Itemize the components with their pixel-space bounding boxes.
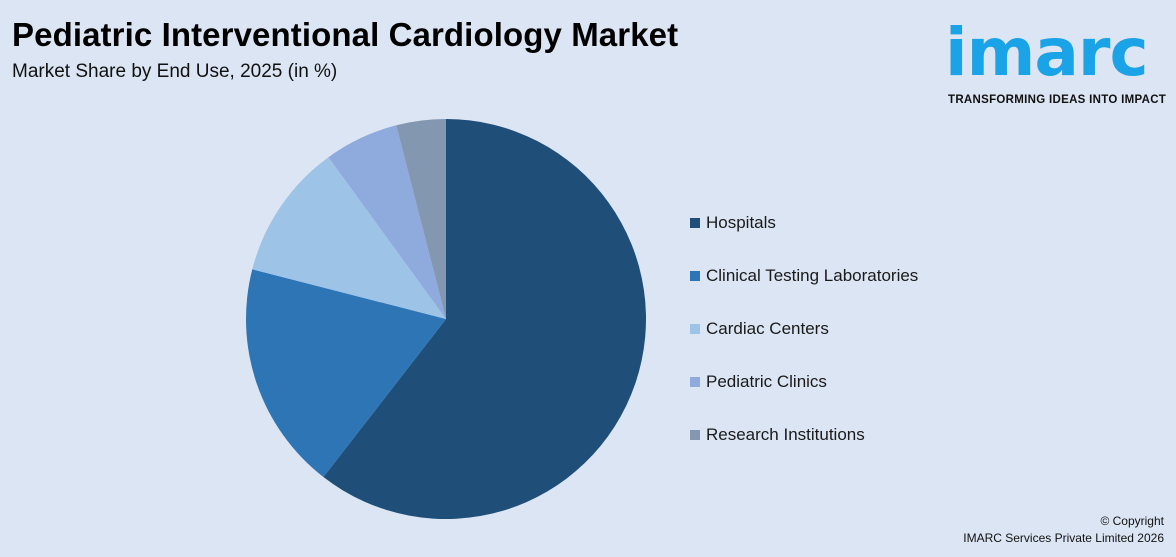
legend-item-research-institutions: Research Institutions <box>690 408 918 461</box>
logo-wordmark: imarc <box>945 14 1149 91</box>
chart-subtitle: Market Share by End Use, 2025 (in %) <box>12 61 338 82</box>
imarc-logo: imarc TRANSFORMING IDEAS INTO IMPACT <box>945 12 1170 112</box>
legend-item-pediatric-clinics: Pediatric Clinics <box>690 355 918 408</box>
chart-legend: Hospitals Clinical Testing Laboratories Ca… <box>690 196 918 461</box>
copyright-line: © Copyright <box>1100 514 1164 528</box>
copyright-footer: © Copyright IMARC Services Private Limit… <box>963 513 1164 547</box>
legend-swatch-research-institutions <box>690 429 700 440</box>
legend-label-cardiac-centers: Cardiac Centers <box>706 318 829 338</box>
legend-item-clinical-testing-laboratories: Clinical Testing Laboratories <box>690 249 918 302</box>
pie-slice-pediatric-clinics <box>328 125 446 319</box>
pie-slice-research-institutions <box>396 119 446 319</box>
legend-swatch-hospitals <box>690 217 700 228</box>
legend-swatch-clinical-testing-laboratories <box>690 270 700 281</box>
pie-chart <box>246 119 646 519</box>
company-line: IMARC Services Private Limited 2026 <box>963 531 1164 545</box>
legend-swatch-pediatric-clinics <box>690 376 700 387</box>
legend-label-research-institutions: Research Institutions <box>706 424 865 444</box>
legend-item-cardiac-centers: Cardiac Centers <box>690 302 918 355</box>
pie-slice-cardiac-centers <box>252 157 446 319</box>
pie-slice-clinical-testing-laboratories <box>246 269 446 478</box>
legend-label-clinical-testing-laboratories: Clinical Testing Laboratories <box>706 265 919 285</box>
logo-tagline: TRANSFORMING IDEAS INTO IMPACT <box>948 94 1167 106</box>
chart-title: Pediatric Interventional Cardiology Mark… <box>12 16 679 53</box>
legend-label-pediatric-clinics: Pediatric Clinics <box>706 371 827 391</box>
pie-slice-hospitals <box>323 119 646 519</box>
legend-swatch-cardiac-centers <box>690 323 700 334</box>
legend-item-hospitals: Hospitals <box>690 196 918 249</box>
legend-label-hospitals: Hospitals <box>706 212 776 232</box>
